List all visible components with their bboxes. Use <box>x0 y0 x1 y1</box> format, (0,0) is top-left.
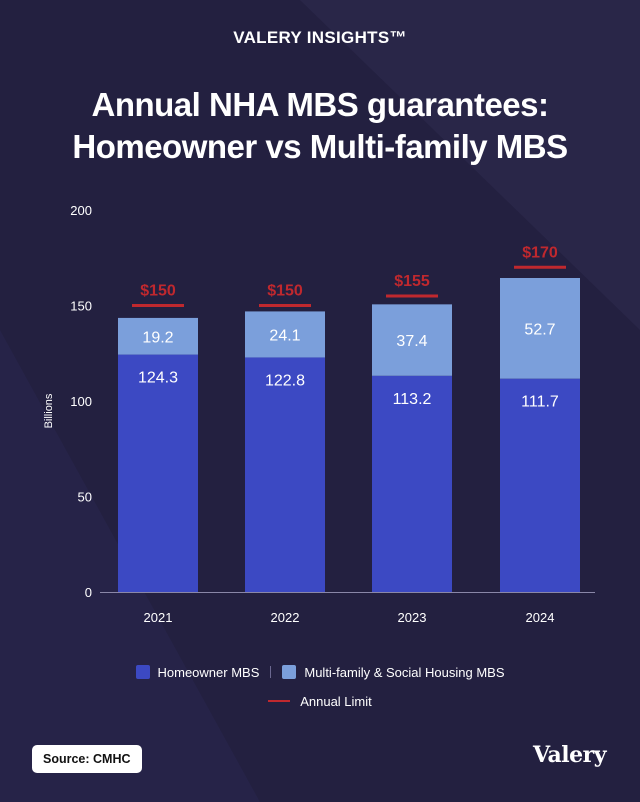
data-label-multifamily: 37.4 <box>396 333 427 350</box>
bar-homeowner <box>500 378 580 592</box>
x-tick-label: 2023 <box>398 610 427 625</box>
legend-row-series: Homeowner MBS Multi-family & Social Hous… <box>0 662 640 682</box>
title-line-1: Annual NHA MBS guarantees: <box>91 86 550 123</box>
legend-label-annual-limit: Annual Limit <box>300 693 372 709</box>
legend-label-homeowner: Homeowner MBS <box>157 664 260 680</box>
bar-homeowner <box>245 357 325 592</box>
annual-limit-label: $150 <box>267 283 303 300</box>
data-label-multifamily: 52.7 <box>524 321 555 338</box>
title-line-2: Homeowner vs Multi-family MBS <box>72 128 568 165</box>
legend-separator <box>270 666 272 678</box>
x-tick-label: 2024 <box>526 610 555 625</box>
y-tick-label: 200 <box>70 203 92 218</box>
y-tick-label: 0 <box>85 585 92 600</box>
x-tick-label: 2021 <box>144 610 173 625</box>
source-badge: Source: CMHC <box>32 745 142 773</box>
legend: Homeowner MBS Multi-family & Social Hous… <box>0 662 640 711</box>
legend-swatch-multifamily <box>282 665 297 679</box>
page-title: Annual NHA MBS guarantees: Homeowner vs … <box>0 84 640 168</box>
data-label-multifamily: 24.1 <box>269 327 300 344</box>
legend-label-multifamily: Multi-family & Social Housing MBS <box>304 664 505 680</box>
legend-swatch-homeowner <box>135 665 150 679</box>
valery-logo: Valery <box>532 742 607 768</box>
bar-homeowner <box>118 354 198 592</box>
y-tick-label: 50 <box>78 490 92 505</box>
legend-line-annual-limit <box>268 700 291 702</box>
data-label-homeowner: 124.3 <box>138 370 178 387</box>
data-label-multifamily: 19.2 <box>142 329 173 346</box>
stacked-bar-chart: 0 50 100 150 200 Billions 124.3 19.2 $150 2021 122… <box>43 203 595 625</box>
bar-multifamily <box>245 311 325 358</box>
bar-homeowner <box>372 375 452 592</box>
bar-multifamily <box>118 317 198 355</box>
data-label-homeowner: 122.8 <box>265 372 305 389</box>
annual-limit-label: $150 <box>140 283 176 300</box>
x-tick-label: 2022 <box>271 610 300 625</box>
bar-multifamily <box>500 277 580 379</box>
data-label-homeowner: 111.7 <box>521 394 559 411</box>
annual-limit-label: $155 <box>394 273 430 290</box>
annual-limit-label: $170 <box>522 244 558 261</box>
legend-row-limit: Annual Limit <box>0 691 640 711</box>
bar-multifamily <box>372 304 452 376</box>
y-tick-label: 100 <box>70 394 92 409</box>
data-label-homeowner: 113.2 <box>393 391 432 408</box>
y-axis-title: Billions <box>43 393 55 428</box>
brand-name: VALERY INSIGHTS™ <box>233 28 407 47</box>
y-tick-label: 150 <box>70 299 92 314</box>
